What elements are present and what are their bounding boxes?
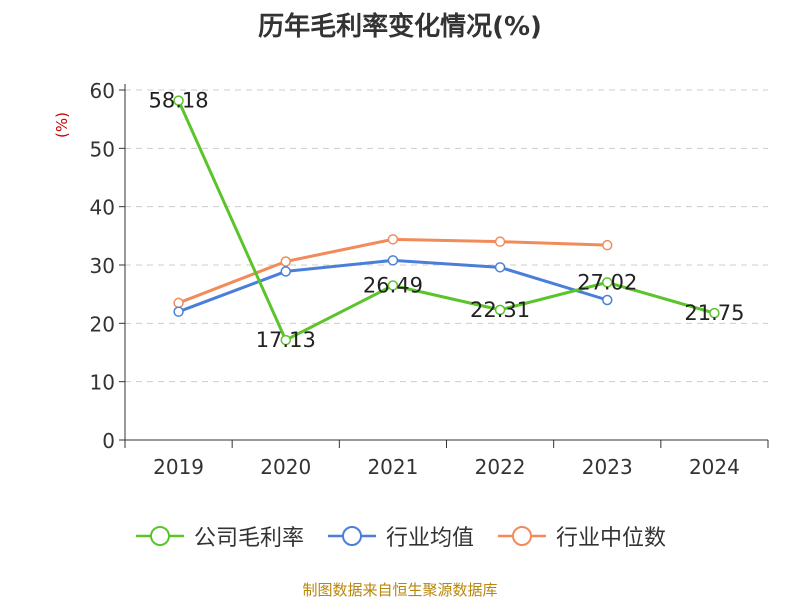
y-tick-label: 20 [90,312,115,336]
axis-layer: 0 10 20 30 40 50 60 2019 2020 2021 2022 2023 2024 (%) [53,79,769,479]
data-point [602,294,613,306]
data-label: 22.31 [470,298,530,322]
legend-item[interactable]: 公司毛利率 [134,520,304,552]
y-tick-label: 60 [90,79,115,103]
legend-label: 行业中位数 [556,526,667,551]
data-label: 21.75 [684,301,744,325]
x-tick-label: 2021 [367,455,418,479]
legend-item[interactable]: 行业均值 [326,520,474,552]
data-point [387,280,399,291]
data-point [494,262,506,273]
chart-title: 历年毛利率变化情况(%) [258,12,542,42]
legend-label: 行业均值 [385,526,474,551]
data-label: 27.02 [577,270,637,294]
y-tick-label: 40 [90,196,115,220]
grid-layer [125,89,768,383]
legend-marker-icon [498,526,546,546]
data-point [602,239,613,251]
data-point [602,277,613,288]
data-point [387,234,399,245]
data-point [280,266,291,277]
y-axis-label: (%) [53,112,71,138]
data-point [494,304,506,316]
data-point [387,255,399,266]
legend-marker-icon [327,526,376,546]
label-layer: 58.18 17.13 26.49 22.31 27.02 21.75 [149,89,745,352]
data-point [709,307,720,319]
legend-label: 公司毛利率 [193,526,304,551]
source-note: 制图数据来自恒生聚源数据库 [302,581,498,599]
x-tick-label: 2020 [260,455,311,479]
legend: 公司毛利率 行业均值 行业中位数 [0,520,800,552]
data-point [494,236,506,247]
data-point [173,95,184,106]
data-point [280,334,291,346]
legend-marker-icon [135,526,184,546]
data-label: 17.13 [256,328,316,352]
x-tick-label: 2024 [689,455,740,479]
y-tick-label: 50 [90,137,115,161]
x-tick-label: 2019 [153,455,204,479]
data-point [173,306,184,317]
x-tick-label: 2022 [475,455,526,479]
series-layer [173,95,720,346]
data-label: 26.49 [363,273,423,297]
y-tick-label: 0 [102,429,115,453]
y-tick-label: 30 [90,254,115,278]
legend-item[interactable]: 行业中位数 [496,520,666,552]
data-point [280,256,291,267]
series-line [177,100,715,342]
x-tick-label: 2023 [582,455,633,479]
data-label: 58.18 [149,89,209,113]
y-tick-label: 10 [90,371,115,395]
data-point [173,297,184,309]
